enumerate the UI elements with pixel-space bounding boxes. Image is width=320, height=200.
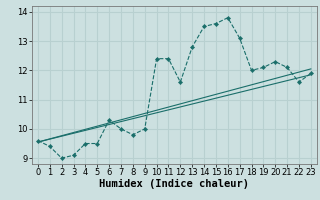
X-axis label: Humidex (Indice chaleur): Humidex (Indice chaleur) [100, 179, 249, 189]
